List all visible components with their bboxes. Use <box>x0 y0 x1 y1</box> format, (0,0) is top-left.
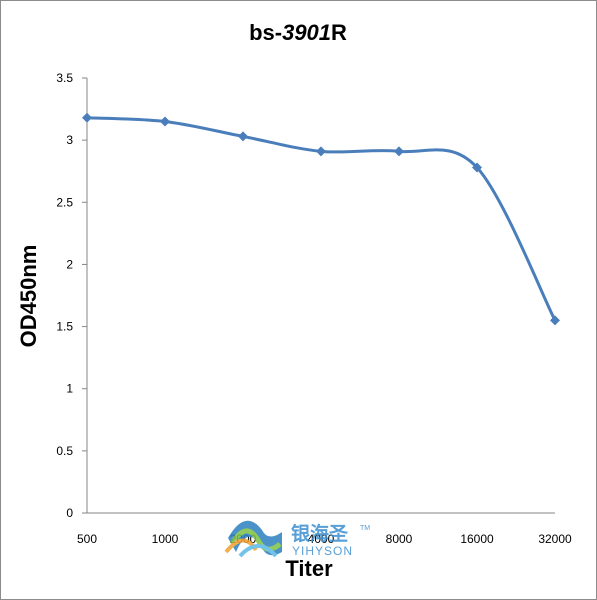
y-axis-label: OD450nm <box>16 245 41 348</box>
data-point-8000 <box>394 146 404 157</box>
x-tick-label: 500 <box>77 532 97 546</box>
y-tick-label: 3 <box>66 133 73 147</box>
data-point-4000 <box>316 146 326 157</box>
y-tick-label: 2 <box>66 257 73 271</box>
watermark-emblem-icon <box>224 520 282 558</box>
x-tick-labels: 50010002000400080001600032000 <box>77 532 572 546</box>
x-tick-label: 32000 <box>538 532 572 546</box>
chart-title: bs-3901R <box>249 20 347 45</box>
x-tick-label: 1000 <box>152 532 179 546</box>
data-point-16000 <box>472 162 482 173</box>
y-tick-label: 0 <box>66 506 73 520</box>
x-tick-label: 8000 <box>386 532 413 546</box>
y-tick-label: 1 <box>66 382 73 396</box>
series-markers <box>82 112 560 326</box>
data-point-1000 <box>160 116 170 127</box>
y-tick-label: 3.5 <box>56 71 73 85</box>
data-point-2000 <box>238 131 248 142</box>
data-point-500 <box>82 112 92 123</box>
x-axis-label: Titer <box>285 556 333 581</box>
data-point-32000 <box>550 315 560 326</box>
watermark-english-text: YIHYSON <box>292 544 353 558</box>
x-tick-label: 4000 <box>308 532 335 546</box>
y-tick-label: 2.5 <box>56 195 73 209</box>
y-tick-marks <box>82 77 87 514</box>
watermark-chinese-text: 银海圣 <box>291 522 349 545</box>
watermark-logo: 银海圣 TM YIHYSON <box>224 520 370 558</box>
y-tick-label: 0.5 <box>56 444 73 458</box>
y-tick-labels: 0 0.5 1 1.5 2 2.5 3 3.5 <box>56 71 73 520</box>
x-tick-label: 16000 <box>460 532 494 546</box>
y-tick-label: 1.5 <box>56 320 73 334</box>
watermark-trademark: TM <box>360 525 370 532</box>
